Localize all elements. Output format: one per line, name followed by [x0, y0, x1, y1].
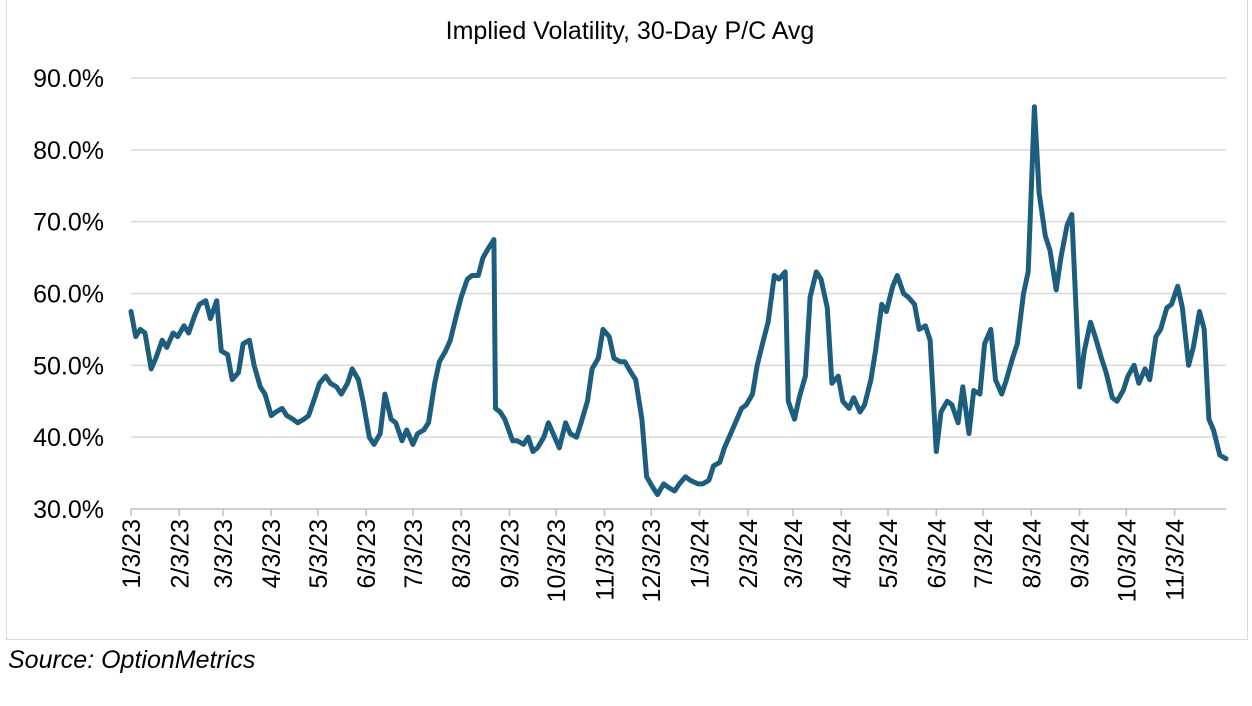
- x-tick-label: 6/3/23: [353, 519, 381, 589]
- x-tick-label: 5/3/23: [305, 519, 333, 589]
- y-tick-label: 40.0%: [33, 424, 104, 452]
- y-tick-label: 30.0%: [33, 496, 104, 524]
- line-chart: Implied Volatility, 30-Day P/C Avg 30.0%…: [33, 17, 1229, 603]
- y-tick-label: 60.0%: [33, 281, 104, 309]
- x-tick-label: 5/3/24: [875, 519, 903, 589]
- x-tick-label: 9/3/24: [1067, 519, 1095, 589]
- y-tick-label: 90.0%: [33, 65, 104, 93]
- x-tick-label: 1/3/23: [118, 519, 146, 589]
- x-tick-label: 7/3/24: [970, 519, 998, 589]
- gridlines: [131, 77, 1226, 438]
- x-tick-label: 2/3/24: [735, 519, 763, 589]
- x-tick-label: 4/3/24: [828, 519, 856, 589]
- y-tick-label: 80.0%: [33, 137, 104, 165]
- x-tick-label: 11/3/23: [592, 519, 620, 601]
- chart-frame: [6, 0, 1248, 640]
- x-axis: 1/3/23 2/3/23 3/3/23 4/3/23 5/3/23 6/3/23 7/3/…: [118, 508, 1226, 603]
- x-tick-label: 10/3/23: [543, 519, 571, 602]
- x-tick-label: 8/3/23: [448, 519, 476, 589]
- x-tick-label: 8/3/24: [1018, 519, 1046, 589]
- y-tick-label: 50.0%: [33, 352, 104, 380]
- series-group: [128, 104, 1229, 498]
- x-tick-label: 12/3/23: [638, 519, 666, 602]
- chart-title: Implied Volatility, 30-Day P/C Avg: [446, 17, 815, 45]
- source-note: Source: OptionMetrics: [8, 646, 256, 674]
- x-tick-label: 7/3/23: [400, 519, 428, 589]
- x-tick-label: 10/3/24: [1113, 519, 1141, 603]
- x-tick-label: 3/3/24: [780, 519, 808, 589]
- x-tick-label: 11/3/24: [1162, 519, 1190, 601]
- x-tick-label: 9/3/23: [496, 519, 524, 589]
- series-line: [128, 104, 1229, 498]
- x-tick-label: 6/3/24: [923, 519, 951, 589]
- x-tick-label: 1/3/24: [687, 519, 715, 589]
- x-tick-label: 4/3/23: [258, 519, 286, 589]
- x-tick-label: 2/3/23: [166, 519, 194, 589]
- y-tick-label: 70.0%: [33, 209, 104, 237]
- x-tick-label: 3/3/23: [210, 519, 238, 589]
- y-axis-ticks: 30.0% 40.0% 50.0% 60.0% 70.0% 80.0% 90.0%: [33, 65, 104, 524]
